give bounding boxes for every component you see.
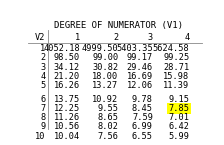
Text: 11.26: 11.26	[54, 113, 80, 122]
Text: 8.45: 8.45	[132, 104, 153, 113]
Text: 15.98: 15.98	[163, 72, 190, 81]
Text: 13.75: 13.75	[54, 95, 80, 104]
Text: 34.12: 34.12	[54, 62, 80, 71]
Text: 4: 4	[184, 33, 190, 42]
Text: 16.26: 16.26	[54, 81, 80, 90]
Text: 9: 9	[40, 123, 45, 132]
Text: 10.04: 10.04	[54, 132, 80, 141]
Text: 3: 3	[148, 33, 153, 42]
Text: 28.71: 28.71	[163, 62, 190, 71]
Text: 4: 4	[40, 72, 45, 81]
Text: 3: 3	[40, 62, 45, 71]
Text: 8.65: 8.65	[97, 113, 118, 122]
Text: 1: 1	[75, 33, 80, 42]
Text: 9.78: 9.78	[132, 95, 153, 104]
Text: 99.17: 99.17	[127, 53, 153, 62]
Text: 5403.35: 5403.35	[116, 44, 153, 53]
Text: 7.85: 7.85	[168, 104, 190, 113]
Text: 5.99: 5.99	[168, 132, 190, 141]
Text: 99.25: 99.25	[163, 53, 190, 62]
Text: 18.00: 18.00	[92, 72, 118, 81]
Text: 16.69: 16.69	[127, 72, 153, 81]
Text: 99.00: 99.00	[92, 53, 118, 62]
Text: V2: V2	[35, 33, 45, 42]
Text: 6.42: 6.42	[168, 123, 190, 132]
Text: 1: 1	[40, 44, 45, 53]
Text: 6: 6	[40, 95, 45, 104]
Text: 13.27: 13.27	[92, 81, 118, 90]
Text: 10: 10	[35, 132, 45, 141]
Text: 12.06: 12.06	[127, 81, 153, 90]
Text: 98.50: 98.50	[54, 53, 80, 62]
Text: 29.46: 29.46	[127, 62, 153, 71]
Text: 6.55: 6.55	[132, 132, 153, 141]
Text: 9.55: 9.55	[97, 104, 118, 113]
Text: 5624.58: 5624.58	[153, 44, 190, 53]
Text: 9.15: 9.15	[168, 95, 190, 104]
Text: 6.99: 6.99	[132, 123, 153, 132]
Text: 30.82: 30.82	[92, 62, 118, 71]
Text: 7.56: 7.56	[97, 132, 118, 141]
Text: 4999.50: 4999.50	[82, 44, 118, 53]
Text: 8.02: 8.02	[97, 123, 118, 132]
Text: 11.39: 11.39	[163, 81, 190, 90]
Text: 7.01: 7.01	[168, 113, 190, 122]
Text: 21.20: 21.20	[54, 72, 80, 81]
Text: 7.59: 7.59	[132, 113, 153, 122]
Text: 12.25: 12.25	[54, 104, 80, 113]
Text: 10.92: 10.92	[92, 95, 118, 104]
Text: 7: 7	[40, 104, 45, 113]
Text: DEGREE OF NUMERATOR (V1): DEGREE OF NUMERATOR (V1)	[54, 21, 183, 30]
Text: 4052.18: 4052.18	[43, 44, 80, 53]
Text: 5: 5	[40, 81, 45, 90]
Text: 10.56: 10.56	[54, 123, 80, 132]
Text: 2: 2	[113, 33, 118, 42]
Text: 2: 2	[40, 53, 45, 62]
Text: 8: 8	[40, 113, 45, 122]
